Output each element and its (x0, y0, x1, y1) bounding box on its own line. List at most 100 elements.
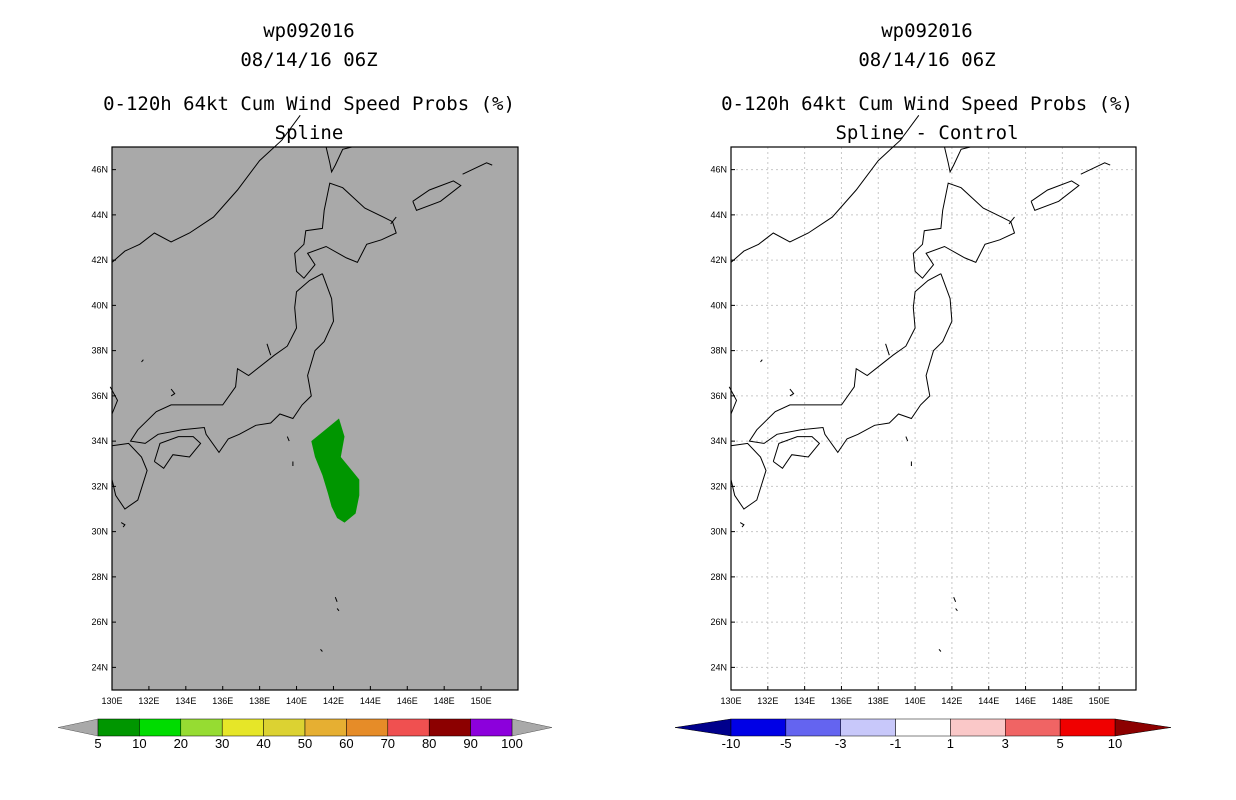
colorbar-swatch (1005, 718, 1061, 737)
coastline (286, 436, 290, 442)
y-tick-label: 24N (710, 662, 727, 672)
x-tick-label: 148E (1052, 696, 1073, 706)
coastline (412, 180, 462, 211)
x-tick-label: 136E (831, 696, 852, 706)
colorbar-swatch (840, 718, 896, 737)
plot-background (731, 147, 1136, 690)
coastline (953, 597, 957, 602)
y-tick-label: 38N (91, 346, 108, 356)
coastline (905, 436, 909, 442)
chart-panel-2: wp092016 08/14/16 06Z 0-120h 64kt Cum Wind… (674, 20, 1172, 751)
colorbar-swatch (97, 718, 140, 737)
coastline (111, 442, 148, 510)
colorbar-swatch (304, 718, 347, 737)
y-tick-label: 26N (710, 617, 727, 627)
storm-id-title: wp092016 (881, 20, 973, 42)
colorbar-label: -10 (722, 736, 741, 751)
y-tick-label: 46N (710, 165, 727, 175)
chart-title: 0-120h 64kt Cum Wind Speed Probs (%) (721, 93, 1133, 115)
coastline (1030, 180, 1080, 211)
colorbar-swatch (428, 718, 471, 737)
x-tick-label: 130E (720, 696, 741, 706)
y-tick-label: 42N (710, 255, 727, 265)
chart-subtitle: Spline - Control (835, 122, 1018, 144)
chart-panel-1: wp092016 08/14/16 06Z 0-120h 64kt Cum Wind… (57, 20, 553, 751)
x-tick-label: 132E (757, 696, 778, 706)
colorbar-swatch (1059, 718, 1116, 737)
plot-frame (111, 146, 519, 691)
datetime-title: 08/14/16 06Z (858, 49, 995, 71)
y-tick-label: 26N (91, 617, 108, 627)
x-tick-label: 132E (138, 696, 159, 706)
coastline (739, 522, 745, 528)
chart-title: 0-120h 64kt Cum Wind Speed Probs (%) (103, 93, 515, 115)
coastline (266, 343, 272, 356)
y-tick-label: 28N (710, 572, 727, 582)
coastline (325, 146, 353, 174)
colorbar-label: 20 (174, 736, 188, 751)
x-tick-label: 142E (323, 696, 344, 706)
y-tick-label: 44N (91, 210, 108, 220)
coastline (320, 648, 323, 652)
y-tick-label: 34N (91, 436, 108, 446)
y-tick-label: 24N (91, 662, 108, 672)
colorbar-label: 90 (463, 736, 477, 751)
coastline (334, 597, 338, 602)
y-tick-label: 30N (91, 527, 108, 537)
coastline (120, 522, 126, 528)
x-tick-label: 130E (101, 696, 122, 706)
colorbar-label: 3 (1002, 736, 1009, 751)
y-tick-label: 42N (91, 255, 108, 265)
coastline (772, 436, 821, 470)
plot-background (112, 147, 518, 690)
coastline (109, 386, 119, 415)
x-tick-label: 144E (360, 696, 381, 706)
x-tick-label: 136E (212, 696, 233, 706)
colorbar-label: -5 (780, 736, 792, 751)
x-tick-label: 150E (471, 696, 492, 706)
colorbar-swatch (221, 718, 264, 737)
x-tick-label: 138E (249, 696, 270, 706)
y-tick-label: 36N (91, 391, 108, 401)
colorbar-label: -3 (835, 736, 847, 751)
colorbar-swatch (180, 718, 223, 737)
coastline (955, 608, 958, 612)
colorbar-label: 70 (381, 736, 395, 751)
colorbar-arrow-high (511, 718, 553, 737)
colorbar-label: 30 (215, 736, 229, 751)
y-tick-label: 28N (91, 572, 108, 582)
coastline (730, 442, 767, 510)
y-tick-label: 40N (710, 300, 727, 310)
datetime-title: 08/14/16 06Z (240, 49, 377, 71)
colorbar-arrow-low (674, 718, 732, 737)
x-tick-label: 142E (941, 696, 962, 706)
coastline (390, 216, 397, 225)
colorbar-label: 10 (132, 736, 146, 751)
coastline (944, 146, 971, 174)
colorbar-swatch (387, 718, 430, 737)
x-tick-label: 134E (175, 696, 196, 706)
colorbar-label: -1 (890, 736, 902, 751)
x-tick-label: 134E (794, 696, 815, 706)
coastline (885, 343, 890, 356)
colorbar-label: 1 (947, 736, 954, 751)
colorbar-label: 50 (298, 736, 312, 751)
colorbar-label: 100 (501, 736, 523, 751)
colorbar-swatch (730, 718, 787, 737)
coastline (938, 648, 942, 652)
colorbar-swatch (139, 718, 182, 737)
colorbar-label: 10 (1108, 736, 1122, 751)
y-tick-label: 36N (710, 391, 727, 401)
coastline (1008, 216, 1015, 225)
x-tick-label: 148E (434, 696, 455, 706)
coastline (129, 273, 335, 454)
colorbar-arrow-high (1114, 718, 1172, 737)
coastline (748, 273, 953, 454)
x-tick-label: 140E (286, 696, 307, 706)
y-tick-label: 40N (91, 300, 108, 310)
colorbar-swatch (263, 718, 306, 737)
colorbar-label: 5 (94, 736, 101, 751)
y-tick-label: 30N (710, 527, 727, 537)
x-tick-label: 146E (397, 696, 418, 706)
coastline (153, 436, 202, 470)
